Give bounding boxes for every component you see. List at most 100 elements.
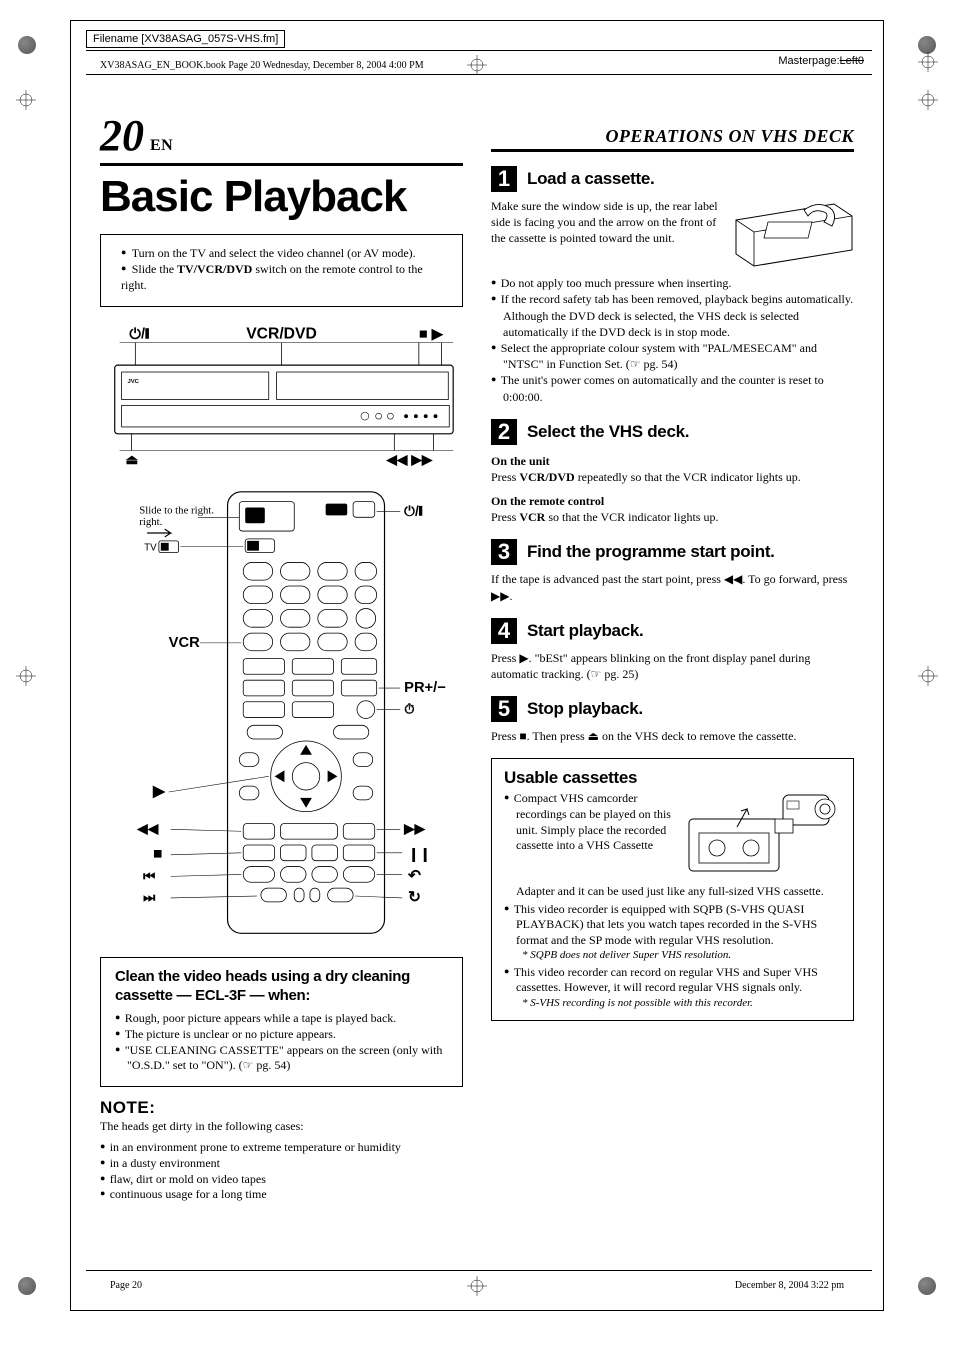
usable-item: This video recorder is equipped with SQP… (504, 902, 843, 963)
page-number: 20 (100, 110, 144, 161)
clean-item: The picture is unclear or no picture app… (115, 1027, 450, 1043)
footer-left: Page 20 (110, 1280, 142, 1291)
section-heading: OPERATIONS ON VHS DECK (491, 126, 854, 152)
svg-text:▶: ▶ (152, 783, 166, 800)
step2-sub1: On the unit (491, 453, 854, 469)
step1-item: Do not apply too much pressure when inse… (491, 275, 854, 291)
svg-text:↶: ↶ (407, 867, 422, 884)
svg-text:↻: ↻ (408, 889, 421, 906)
step-row: 1 Load a cassette. (491, 166, 854, 192)
svg-text:▶▶: ▶▶ (403, 821, 427, 836)
masterpage-value: Left0 (840, 55, 864, 67)
registration-mark (467, 1276, 487, 1296)
svg-text:VCR: VCR (169, 635, 200, 651)
note-heading: NOTE (100, 1097, 463, 1119)
step-number: 2 (491, 419, 517, 445)
note-item: in a dusty environment (100, 1156, 463, 1172)
step-label: Load a cassette. (527, 169, 654, 189)
registration-mark (918, 666, 938, 686)
step-row: 5 Stop playback. (491, 696, 854, 722)
unit-diagram: ⏻/❙ VCR/DVD ■ ▶ JVC (100, 321, 463, 468)
registration-mark (467, 55, 487, 75)
clean-heads-box: Clean the video heads using a dry cleani… (100, 957, 463, 1087)
step-row: 4 Start playback. (491, 618, 854, 644)
svg-text:⏱: ⏱ (404, 701, 415, 716)
step1-intro: Make sure the window side is up, the rea… (491, 198, 726, 272)
svg-text:◀◀: ◀◀ (136, 821, 159, 836)
insert-cassette-illustration (734, 198, 854, 272)
corner-circle (18, 36, 36, 54)
page-language: EN (150, 137, 173, 155)
masterpage-label: Masterpage:Left0 (778, 55, 864, 67)
masterpage-prefix: Masterpage: (778, 55, 839, 67)
step-label: Stop playback. (527, 699, 643, 719)
note-item: in an environment prone to extreme tempe… (100, 1140, 463, 1156)
usable-note: * SQPB does not deliver Super VHS resolu… (516, 948, 843, 962)
rule-under-pageno (100, 163, 463, 166)
rule-bottom (86, 1270, 872, 1271)
registration-mark (16, 666, 36, 686)
book-line: XV38ASAG_EN_BOOK.book Page 20 Wednesday,… (100, 60, 424, 71)
main-title: Basic Playback (100, 172, 463, 222)
eject-label: ⏏ (126, 452, 139, 467)
step-number: 5 (491, 696, 517, 722)
step-body: Press ■. Then press ⏏ on the VHS deck to… (491, 728, 854, 744)
svg-text:right.: right. (139, 516, 162, 528)
power-label: ⏻/❙ (129, 326, 149, 342)
usable-item: This video recorder can record on regula… (504, 965, 843, 1010)
remote-diagram: Slide to the right. right. TV VCR ⏻/❙ PR… (100, 482, 463, 943)
svg-text:❙❙: ❙❙ (408, 846, 431, 862)
step2-sub2-text: Press VCR so that the VCR indicator ligh… (491, 509, 854, 525)
registration-mark (16, 90, 36, 110)
step-number: 3 (491, 539, 517, 565)
step-number: 4 (491, 618, 517, 644)
step-label: Start playback. (527, 621, 643, 641)
page-sheet: Filename [XV38ASAG_057S-VHS.fm] Masterpa… (0, 0, 954, 1351)
usable-lead-tail: Adapter and it can be used just like any… (504, 884, 843, 900)
step-body: If the tape is advanced past the start p… (491, 571, 854, 603)
svg-text:TV: TV (144, 542, 157, 553)
clean-heads-title: Clean the video heads using a dry cleani… (115, 968, 450, 1006)
svg-text:⏻/❙: ⏻/❙ (404, 503, 423, 518)
step2-sub1-text: Press VCR/DVD repeatedly so that the VCR… (491, 469, 854, 485)
stop-play-label: ■ ▶ (419, 326, 445, 342)
step-body: Make sure the window side is up, the rea… (491, 198, 854, 405)
registration-mark (918, 52, 938, 72)
intro-box: Turn on the TV and select the video chan… (100, 234, 463, 307)
note-item: continuous usage for a long time (100, 1187, 463, 1203)
clean-item: "USE CLEANING CASSETTE" appears on the s… (115, 1043, 450, 1074)
step-row: 2 Select the VHS deck. (491, 419, 854, 445)
svg-text:■: ■ (153, 845, 162, 862)
step-number: 1 (491, 166, 517, 192)
step-label: Find the programme start point. (527, 542, 775, 562)
vcr-dvd-label: VCR/DVD (246, 325, 317, 342)
cassette-adapter-illustration (683, 789, 843, 884)
step-body: On the unit Press VCR/DVD repeatedly so … (491, 453, 854, 526)
filename-box: Filename [XV38ASAG_057S-VHS.fm] (86, 30, 285, 48)
svg-text:JVC: JVC (127, 378, 139, 384)
svg-text:Slide to the right.: Slide to the right. (139, 504, 214, 516)
intro-item: Turn on the TV and select the video chan… (121, 245, 448, 261)
step-row: 3 Find the programme start point. (491, 539, 854, 565)
corner-circle (18, 1277, 36, 1295)
step1-item: Select the appropriate colour system wit… (491, 340, 854, 372)
svg-text:⏮: ⏮ (143, 868, 156, 883)
note-lead: The heads get dirty in the following cas… (100, 1119, 463, 1135)
step1-item: If the record safety tab has been remove… (491, 291, 854, 340)
usable-cassettes-box: Usable cassettes Compact VHS camcorder r… (491, 758, 854, 1021)
content-area: 20 EN Basic Playback Turn on the TV and … (100, 110, 854, 1251)
footer-right: December 8, 2004 3:22 pm (735, 1280, 844, 1291)
usable-title: Usable cassettes (504, 767, 843, 789)
right-column: OPERATIONS ON VHS DECK 1 Load a cassette… (491, 110, 854, 1251)
step2-sub2: On the remote control (491, 493, 854, 509)
svg-text:PR+/−: PR+/− (404, 680, 446, 696)
intro-item: Slide the TV/VCR/DVD switch on the remot… (121, 261, 448, 293)
usable-note: * S-VHS recording is not possible with t… (516, 996, 843, 1010)
note-block: NOTE The heads get dirty in the followin… (100, 1097, 463, 1203)
rew-ff-label: ◀◀ ▶▶ (385, 452, 433, 467)
step-label: Select the VHS deck. (527, 422, 689, 442)
left-column: 20 EN Basic Playback Turn on the TV and … (100, 110, 463, 1251)
registration-mark (918, 90, 938, 110)
corner-circle (918, 1277, 936, 1295)
step-body: Press ▶. "bESt" appears blinking on the … (491, 650, 854, 682)
